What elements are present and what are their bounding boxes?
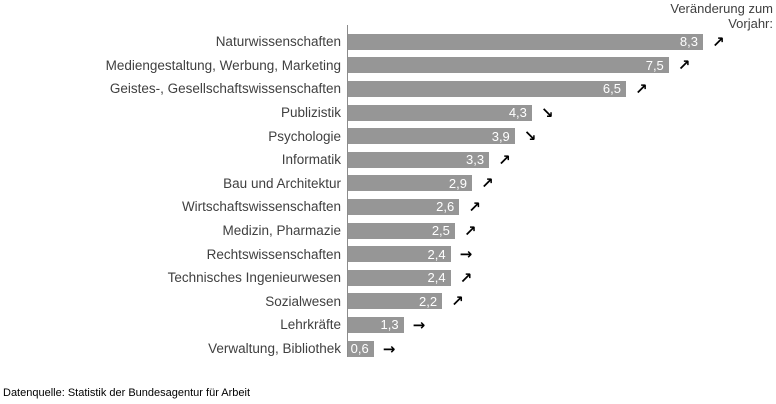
category-label: Geistes-, Gesellschaftswissenschaften [109,81,341,97]
trend-up-icon: ↗ [463,221,477,240]
trend-up-icon: ↗ [635,79,648,98]
bar: 2,6 [348,198,460,215]
category-label: Bau und Architektur [223,175,341,191]
bar: 7,5 [348,57,669,74]
bar: 0,6 [348,340,374,357]
value-label: 6,5 [602,81,621,97]
value-label: 2,2 [419,293,438,309]
bar-row: Medizin, Pharmazie 2,5 ↗ [0,219,776,243]
trend-flat-icon: → [412,315,426,334]
trend-up-icon: ↗ [498,150,511,169]
bar-area: 2,6 ↗ [348,195,776,219]
bar-row: Psychologie 3,9 ↘ [0,124,776,148]
category-label: Mediengestaltung, Werbung, Marketing [105,57,341,73]
bar-row: Wirtschaftswissenschaften 2,6 ↗ [0,195,776,219]
category-label: Technisches Ingenieurwesen [167,270,341,286]
bar: 2,5 [348,222,455,239]
bar-row: Verwaltung, Bibliothek 0,6 → [0,337,776,361]
trend-up-icon: ↗ [712,32,725,51]
value-label: 3,3 [466,152,485,168]
value-label: 4,3 [508,105,527,121]
bar: 2,4 [348,246,451,263]
value-label: 7,5 [645,57,664,73]
chart-rows: Naturwissenschaften 8,3 ↗ Mediengestaltung,… [0,30,776,360]
bar: 3,9 [348,128,515,145]
category-label: Informatik [281,152,341,168]
value-label: 2,4 [427,270,446,286]
bar-area: 4,3 ↘ [348,101,776,125]
category-label: Wirtschaftswissenschaften [181,199,341,215]
bar: 2,9 [348,175,472,192]
bar-row: Naturwissenschaften 8,3 ↗ [0,30,776,54]
category-label: Sozialwesen [265,293,341,309]
trend-flat-icon: → [382,339,396,358]
bar: 2,2 [348,293,443,310]
value-label: 2,5 [431,223,450,239]
bar-area: 7,5 ↗ [348,54,776,78]
bar-row: Technisches Ingenieurwesen 2,4 ↗ [0,266,776,290]
category-label: Verwaltung, Bibliothek [208,341,341,357]
value-label: 1,3 [380,317,399,333]
value-label: 8,3 [679,34,698,50]
bar-row: Bau und Architektur 2,9 ↗ [0,172,776,196]
bar: 8,3 [348,33,703,50]
bar-area: 0,6 → [348,337,776,361]
bar: 2,4 [348,269,451,286]
category-label: Lehrkräfte [280,317,341,333]
bar-area: 2,2 ↗ [348,290,776,314]
value-label: 2,9 [448,175,467,191]
bar: 1,3 [348,316,404,333]
legend-title: Veränderung zum Vorjahr: [670,1,773,31]
value-label: 2,6 [436,199,455,215]
bar-row: Geistes-, Gesellschaftswissenschaften 6,5… [0,77,776,101]
category-label: Rechtswissenschaften [206,246,341,262]
value-label: 3,9 [491,128,510,144]
bar-row: Mediengestaltung, Werbung, Marketing 7,5 ↗ [0,54,776,78]
y-axis-line [347,25,348,357]
bar-area: 8,3 ↗ [348,30,776,54]
trend-up-icon: ↗ [451,292,464,311]
bar-area: 3,3 ↗ [348,148,776,172]
bar-area: 1,3 → [348,313,776,337]
trend-down-icon: ↘ [523,127,537,146]
trend-up-icon: ↗ [677,56,691,75]
source-note: Datenquelle: Statistik der Bundesagentur… [3,387,251,399]
bar-area: 6,5 ↗ [348,77,776,101]
category-label: Psychologie [268,128,341,144]
bar-row: Lehrkräfte 1,3 → [0,313,776,337]
bar: 3,3 [348,151,490,168]
bar-area: 2,9 ↗ [348,172,776,196]
bar: 4,3 [348,104,532,121]
bar-area: 3,9 ↘ [348,124,776,148]
trend-up-icon: ↗ [468,197,481,216]
bar-row: Informatik 3,3 ↗ [0,148,776,172]
bar-row: Sozialwesen 2,2 ↗ [0,290,776,314]
bar-row: Publizistik 4,3 ↘ [0,101,776,125]
bar: 6,5 [348,80,626,97]
trend-down-icon: ↘ [540,103,554,122]
category-label: Publizistik [280,105,341,121]
trend-up-icon: ↗ [459,268,473,287]
trend-up-icon: ↗ [481,174,494,193]
trend-flat-icon: → [459,245,473,264]
bar-area: 2,4 ↗ [348,266,776,290]
category-label: Naturwissenschaften [215,34,341,50]
value-label: 2,4 [427,246,446,262]
category-label: Medizin, Pharmazie [222,223,341,239]
bar-row: Rechtswissenschaften 2,4 → [0,242,776,266]
value-label: 0,6 [350,341,369,357]
bar-area: 2,4 → [348,242,776,266]
bar-area: 2,5 ↗ [348,219,776,243]
